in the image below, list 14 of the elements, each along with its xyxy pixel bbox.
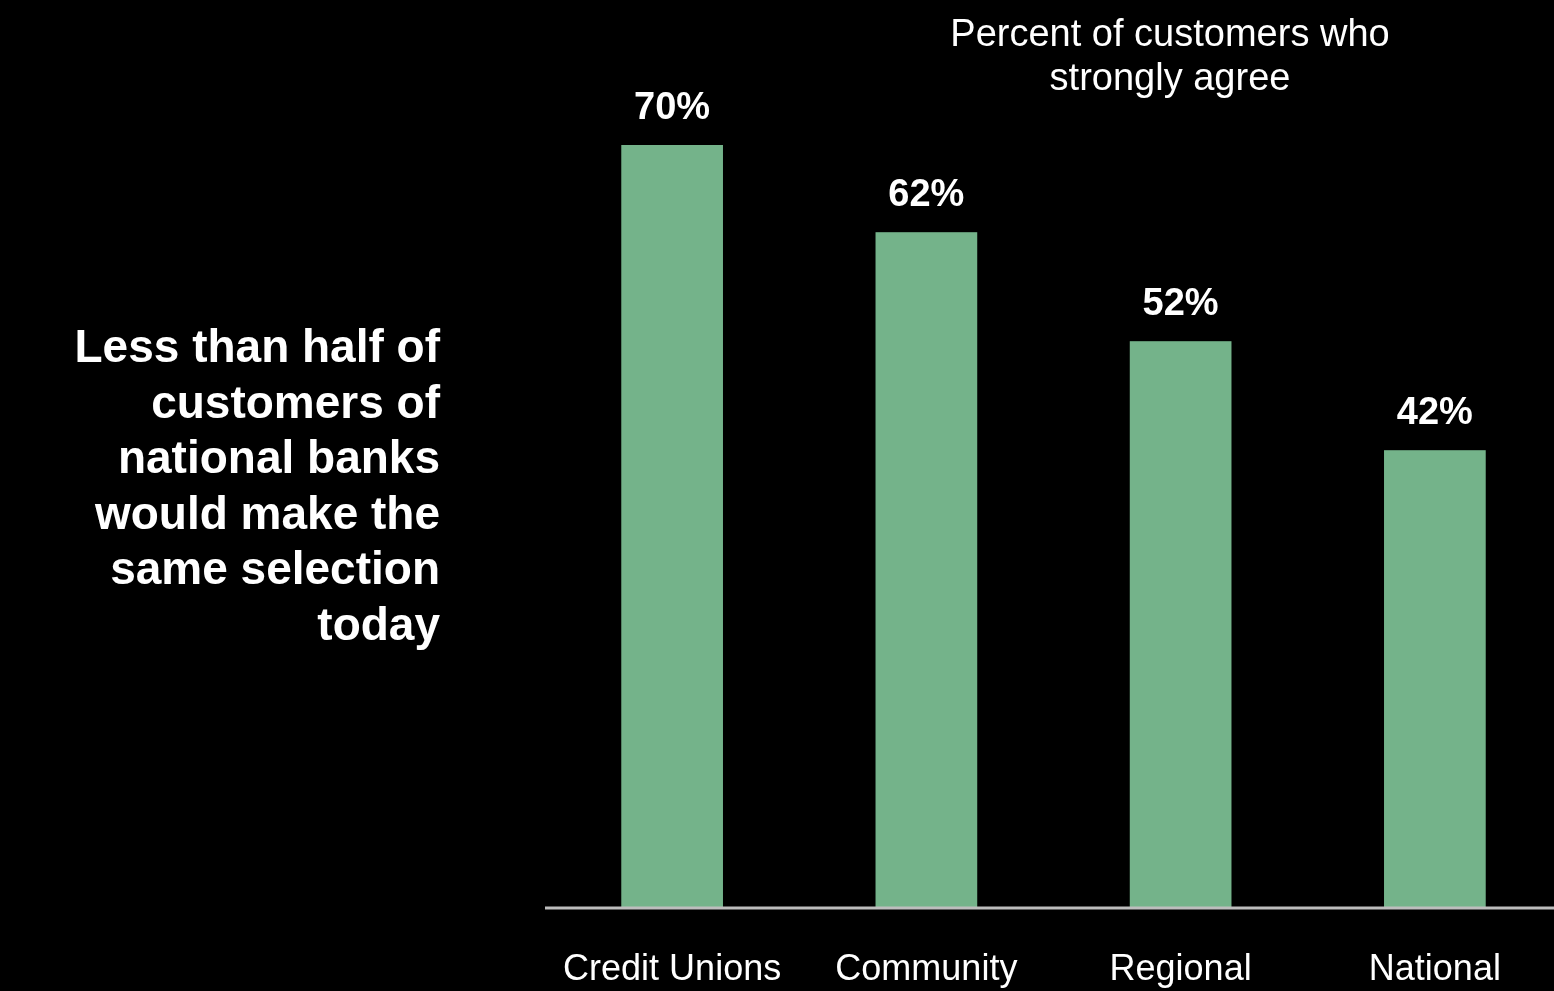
data-label: 70% (634, 85, 711, 127)
bar (875, 232, 978, 908)
data-label: 42% (1396, 390, 1473, 433)
x-tick-label: Community (835, 947, 1018, 988)
x-tick-label: Regional (1109, 947, 1252, 988)
chart-title: Percent of customers who strongly agree (950, 12, 1390, 98)
bar (1129, 341, 1232, 908)
x-tick-label: Credit Unions (563, 947, 782, 988)
data-label: 62% (888, 172, 965, 215)
data-label: 52% (1142, 281, 1219, 324)
bar (1384, 450, 1486, 908)
bar (621, 145, 723, 908)
text: Less than half of customers of national banks would make the same selection today (74, 320, 441, 650)
x-tick-label: National (1368, 947, 1501, 988)
